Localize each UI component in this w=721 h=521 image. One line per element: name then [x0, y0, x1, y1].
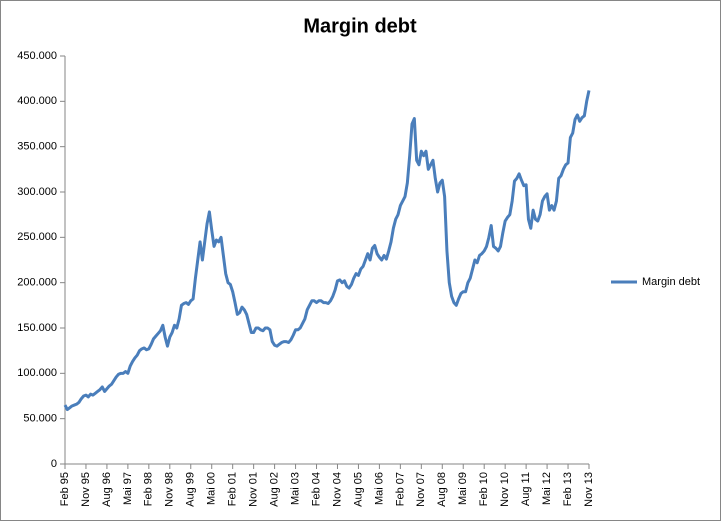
x-tick-label: Aug 11	[520, 472, 532, 506]
x-tick-label: Nov 04	[331, 472, 343, 507]
x-tick-label: Feb 13	[562, 472, 574, 506]
y-tick-label: 200.000	[17, 277, 57, 289]
y-tick-label: 150.000	[17, 322, 57, 334]
x-tick-label: Mai 03	[289, 472, 301, 505]
x-tick-label: Feb 04	[310, 472, 322, 506]
y-tick-label: 100.000	[17, 367, 57, 379]
x-tick-label: Feb 01	[227, 472, 239, 506]
x-tick-label: Mai 12	[541, 472, 553, 505]
x-tick-label: Nov 01	[248, 472, 260, 507]
x-tick-label: Aug 02	[269, 472, 281, 507]
y-tick-label: 250.000	[17, 231, 57, 243]
x-tick-label: Feb 10	[478, 472, 490, 506]
x-tick-label: Feb 98	[143, 472, 155, 506]
x-tick-label: Nov 07	[415, 472, 427, 507]
y-tick-label: 400.000	[17, 95, 57, 107]
x-tick-label: Aug 05	[352, 472, 364, 507]
x-tick-label: Nov 13	[583, 472, 595, 507]
x-tick-label: Aug 96	[101, 472, 113, 507]
x-tick-label: Feb 07	[394, 472, 406, 506]
x-tick-label: Aug 99	[185, 472, 197, 507]
x-tick-label: Nov 95	[80, 472, 92, 507]
x-tick-label: Mai 00	[206, 472, 218, 505]
y-tick-label: 50.000	[23, 413, 57, 425]
x-tick-label: Nov 98	[164, 472, 176, 507]
x-tick-label: Feb 95	[59, 472, 71, 506]
y-tick-label: 350.000	[17, 141, 57, 153]
x-tick-label: Nov 10	[499, 472, 511, 507]
chart-title: Margin debt	[303, 15, 417, 37]
x-tick-label: Mai 09	[457, 472, 469, 505]
y-tick-label: 0	[51, 458, 57, 470]
line-series	[63, 90, 591, 412]
y-tick-label: 450.000	[17, 50, 57, 62]
y-tick-label: 300.000	[17, 186, 57, 198]
x-tick-label: Mai 97	[122, 472, 134, 505]
x-tick-label: Aug 08	[436, 472, 448, 507]
legend-label: Margin debt	[642, 276, 700, 288]
x-tick-label: Mai 06	[373, 472, 385, 505]
